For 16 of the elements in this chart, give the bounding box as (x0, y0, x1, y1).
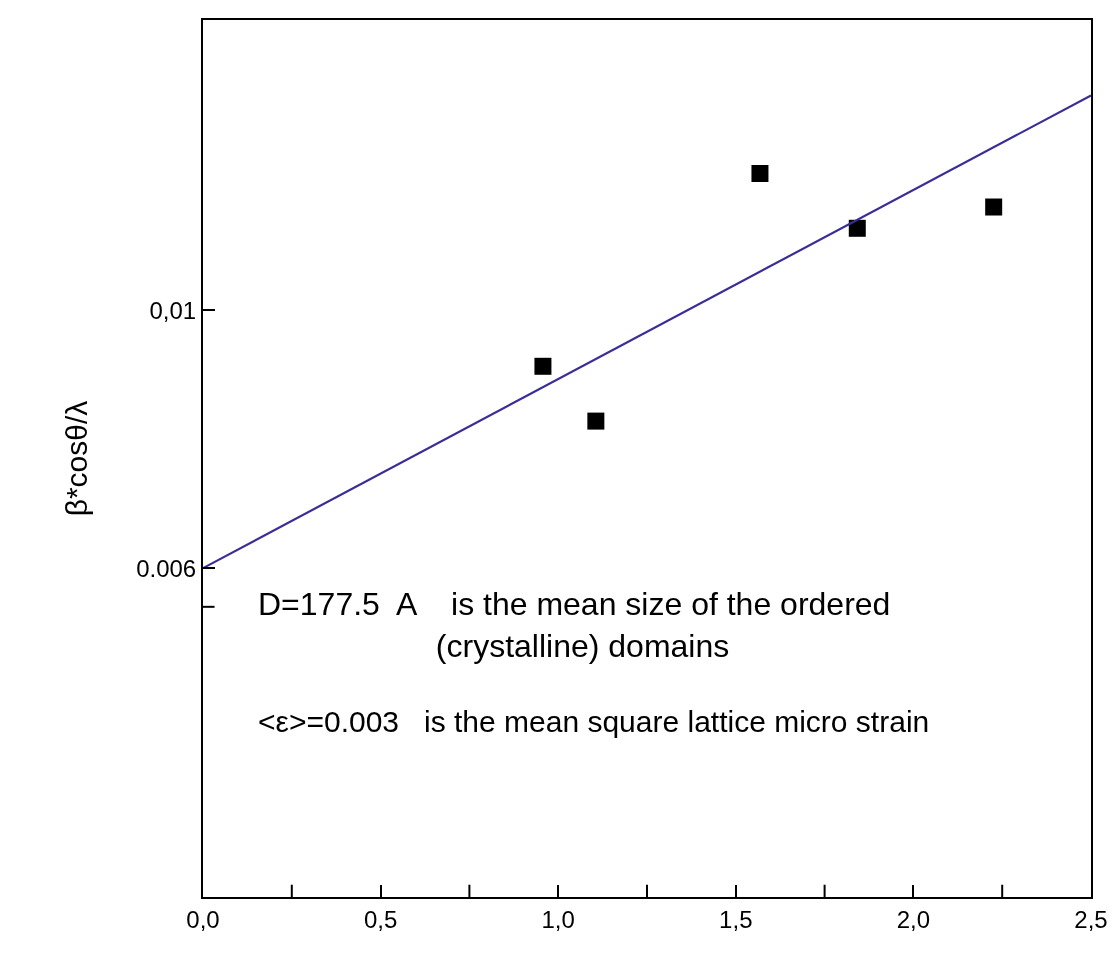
annotation: <ε>=0.003 is the mean square lattice micro strain (258, 705, 930, 738)
point (534, 357, 552, 375)
y-tick-label: 0,01 (149, 296, 197, 324)
x-tick-label: 2,0 (896, 905, 931, 933)
annotation: D=177.5 A is the mean size of the ordered (crystalline) domains (258, 586, 891, 664)
x-tick-label: 0,5 (363, 905, 398, 933)
y-axis-title: β*cosθ/λ (59, 400, 93, 517)
point (751, 164, 769, 182)
x-tick-label: 0,0 (186, 905, 220, 933)
point (985, 198, 1003, 216)
x-tick-label: 1,0 (541, 905, 575, 933)
point (587, 412, 605, 430)
y-tick-label: 0.006 (136, 554, 197, 582)
x-tick-label: 2,5 (1074, 905, 1108, 933)
x-tick-label: 1,5 (719, 905, 753, 933)
point (848, 219, 866, 237)
